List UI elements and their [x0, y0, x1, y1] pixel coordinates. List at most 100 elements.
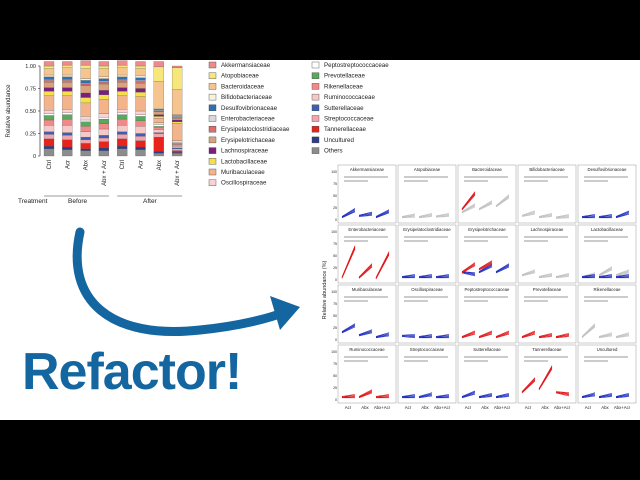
series-line — [581, 274, 596, 278]
series-line — [478, 265, 493, 273]
series-line — [598, 214, 613, 217]
grid-x-tick: Abx+Acr — [374, 405, 391, 410]
series-line — [375, 209, 390, 217]
series-line — [598, 393, 613, 398]
series-line — [461, 191, 476, 209]
series-line — [521, 378, 536, 393]
bar-segment — [135, 149, 146, 157]
grid-x-tick: Abx+Acr — [494, 405, 511, 410]
series-line — [461, 393, 476, 399]
series-line — [478, 202, 493, 210]
series-line — [615, 275, 630, 278]
series-line — [538, 332, 553, 337]
series-line — [538, 213, 553, 218]
series-line — [358, 263, 373, 278]
series-line — [581, 215, 596, 218]
bar-segment — [62, 74, 73, 77]
series-line — [461, 263, 476, 273]
bar-segment — [135, 136, 146, 141]
bar-segment — [117, 118, 128, 126]
bar-segment — [98, 76, 110, 79]
group-label-before: Before — [68, 198, 88, 205]
legend-label: Lachnospiraceae — [221, 148, 269, 155]
bar-segment — [98, 137, 110, 142]
legend-label: Bacteroidaceae — [221, 83, 265, 90]
series-line — [418, 335, 433, 338]
bar-segment — [135, 133, 146, 137]
bar-segment — [98, 123, 110, 130]
series-line — [538, 276, 553, 279]
grid-x-tick: Abx — [361, 405, 369, 410]
series-line — [495, 394, 510, 398]
series-line — [358, 214, 373, 217]
bar-segment — [135, 116, 146, 122]
bar-segment — [135, 80, 146, 82]
series-line — [538, 334, 553, 338]
series-line — [341, 323, 356, 332]
series-line — [555, 392, 570, 396]
series-line — [375, 212, 390, 219]
series-line — [461, 333, 476, 338]
series-line — [495, 392, 510, 397]
bar-segment — [153, 129, 164, 133]
series-line — [461, 272, 476, 276]
bar-segment — [98, 99, 110, 114]
series-line — [478, 201, 493, 210]
series-line — [598, 395, 613, 398]
bar-segment — [153, 109, 164, 111]
bar-segment — [62, 80, 73, 83]
series-line — [478, 264, 493, 273]
y-tick-label: 0.75 — [25, 87, 36, 93]
bar-segment — [43, 76, 55, 80]
series-line — [435, 274, 450, 278]
series-line — [478, 333, 493, 338]
bar-segment — [43, 91, 55, 96]
bar-segment — [135, 91, 146, 97]
bar-segment — [153, 153, 164, 157]
series-line — [615, 272, 630, 277]
legend-label: Muribaculaceae — [221, 169, 265, 176]
series-line — [358, 265, 373, 279]
x-tick-label: Abx + Acr — [102, 160, 108, 186]
bar-segment — [62, 149, 73, 157]
series-line — [598, 334, 613, 338]
series-line — [341, 325, 356, 333]
series-line — [401, 274, 416, 277]
legend-swatch — [208, 61, 217, 69]
series-line — [581, 393, 596, 398]
headline-text: Refactor! — [22, 343, 242, 401]
series-line — [598, 214, 613, 218]
series-line — [521, 331, 536, 337]
series-line — [461, 203, 476, 212]
series-line — [598, 268, 613, 276]
bar-segment — [98, 81, 110, 83]
series-line — [341, 211, 356, 219]
series-line — [358, 392, 373, 399]
series-line — [418, 216, 433, 219]
series-line — [615, 270, 630, 276]
bar-segment — [153, 66, 164, 82]
series-line — [341, 394, 356, 398]
legend-swatch — [208, 168, 217, 176]
bar-segment — [98, 147, 110, 151]
series-line — [538, 272, 553, 277]
series-line — [538, 212, 553, 217]
bar-segment — [62, 79, 73, 81]
series-line — [521, 210, 536, 216]
series-line — [495, 197, 510, 208]
series-line — [358, 390, 373, 397]
bar-segment — [43, 119, 55, 126]
series-line — [478, 266, 493, 274]
bar-segment — [171, 115, 183, 117]
series-line — [435, 274, 450, 277]
series-line — [555, 273, 570, 278]
bar-segment — [43, 87, 55, 92]
bar-segment — [171, 142, 183, 144]
x-tick-label: Abx — [84, 160, 90, 170]
bar-segment — [43, 65, 55, 69]
legend-swatch — [311, 61, 320, 69]
grid-y-tick: 50 — [333, 314, 337, 318]
series-line — [581, 275, 596, 278]
series-line — [598, 275, 613, 278]
series-line — [615, 211, 630, 217]
